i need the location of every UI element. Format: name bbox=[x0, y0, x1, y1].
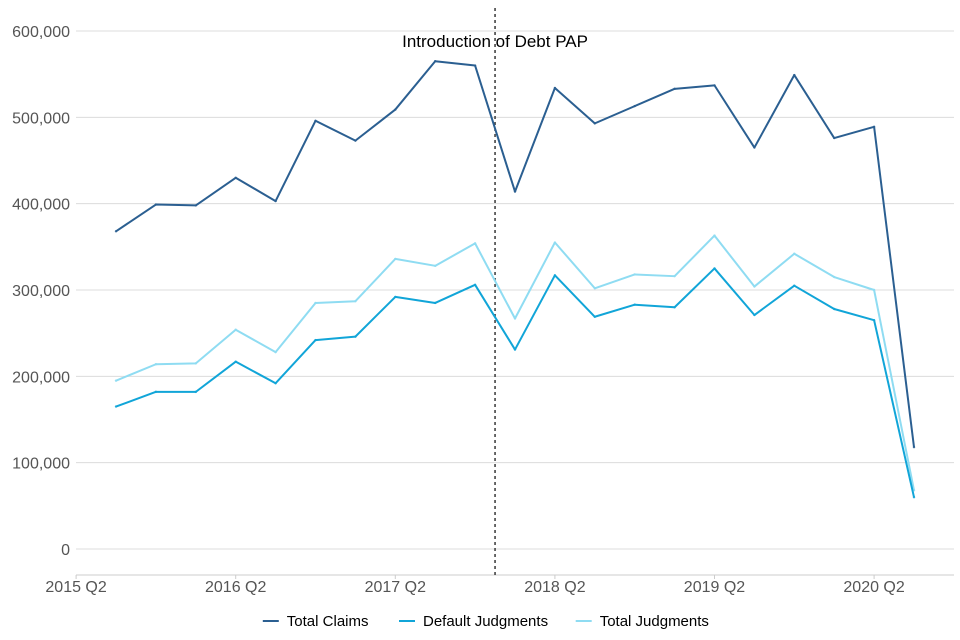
data-point-total-claims bbox=[833, 136, 836, 140]
data-point-default-judgments bbox=[274, 382, 277, 385]
data-point-default-judgments bbox=[513, 348, 517, 351]
legend-label-total-claims: Total Claims bbox=[287, 613, 369, 630]
x-axis: 2015 Q2 2016 Q2 2017 Q2 2018 Q2 2019 Q2 2020 … bbox=[45, 574, 954, 596]
data-point-total-claims bbox=[553, 86, 557, 90]
data-point-default-judgments bbox=[673, 306, 676, 309]
data-point-total-judgments bbox=[434, 264, 437, 268]
y-axis: 0 100,000 200,000 300,000 400,000 500,000 600,… bbox=[12, 24, 70, 559]
data-point-total-judgments bbox=[473, 242, 477, 245]
data-point-default-judgments bbox=[753, 313, 756, 317]
data-point-total-claims bbox=[354, 139, 357, 142]
data-point-total-claims bbox=[473, 64, 477, 67]
data-point-default-judgments bbox=[633, 303, 636, 306]
data-point-default-judgments bbox=[234, 360, 237, 363]
data-point-total-judgments bbox=[274, 350, 277, 354]
series-line-total-judgments bbox=[115, 234, 915, 491]
annotation-group: Introduction of Debt PAP bbox=[402, 8, 588, 575]
data-point-total-claims bbox=[872, 125, 876, 129]
data-point-total-claims bbox=[114, 230, 118, 233]
y-tick-label-500000: 500,000 bbox=[12, 110, 70, 127]
data-point-total-judgments bbox=[593, 287, 596, 290]
data-point-total-claims bbox=[513, 190, 517, 193]
legend: Total Claims Default Judgments Total Judgm… bbox=[262, 613, 709, 630]
x-tick-label-2019-Q2: 2019 Q2 bbox=[684, 579, 745, 596]
data-point-total-judgments bbox=[793, 252, 796, 255]
data-point-default-judgments bbox=[593, 315, 596, 318]
legend-label-total-judgments: Total Judgments bbox=[600, 613, 709, 630]
data-point-total-judgments bbox=[713, 234, 716, 237]
legend-label-default-judgments: Default Judgments bbox=[423, 613, 548, 630]
x-tick-label-2016-Q2: 2016 Q2 bbox=[205, 579, 266, 596]
data-point-default-judgments bbox=[553, 274, 557, 277]
data-point-default-judgments bbox=[114, 405, 118, 408]
data-point-default-judgments bbox=[154, 390, 158, 394]
data-point-total-judgments bbox=[234, 328, 237, 331]
x-tick-label-2018-Q2: 2018 Q2 bbox=[524, 579, 585, 596]
data-point-total-claims bbox=[593, 122, 596, 125]
y-tick-label-600000: 600,000 bbox=[12, 24, 70, 41]
data-point-total-judgments bbox=[633, 273, 636, 276]
data-point-total-judgments bbox=[154, 363, 158, 366]
data-point-total-judgments bbox=[394, 257, 397, 261]
data-point-default-judgments bbox=[912, 496, 916, 499]
y-tick-label-400000: 400,000 bbox=[12, 197, 70, 214]
data-point-default-judgments bbox=[434, 301, 437, 305]
data-point-default-judgments bbox=[354, 335, 357, 338]
y-tick-label-0: 0 bbox=[61, 542, 70, 559]
data-point-total-claims bbox=[234, 176, 237, 179]
data-point-total-judgments bbox=[833, 275, 836, 279]
data-point-default-judgments bbox=[314, 338, 317, 342]
y-tick-label-200000: 200,000 bbox=[12, 369, 70, 386]
data-point-total-judgments bbox=[114, 379, 118, 382]
data-point-default-judgments bbox=[713, 267, 716, 270]
data-point-total-claims bbox=[274, 199, 277, 203]
data-point-total-claims bbox=[713, 84, 716, 87]
data-point-total-claims bbox=[753, 146, 756, 149]
data-point-total-claims bbox=[633, 104, 636, 108]
data-point-default-judgments bbox=[473, 283, 477, 287]
data-point-total-judgments bbox=[673, 274, 676, 278]
data-point-default-judgments bbox=[194, 390, 197, 394]
data-point-total-claims bbox=[434, 60, 437, 63]
debt-pap-annotation: Introduction of Debt PAP bbox=[402, 32, 588, 51]
series-lines bbox=[114, 60, 916, 499]
data-point-total-claims bbox=[154, 203, 158, 206]
y-tick-label-300000: 300,000 bbox=[12, 283, 70, 300]
data-point-total-claims bbox=[912, 445, 916, 449]
data-point-default-judgments bbox=[872, 319, 876, 322]
gridlines bbox=[76, 30, 954, 550]
data-point-total-judgments bbox=[753, 285, 756, 288]
data-point-total-judgments bbox=[872, 288, 876, 292]
data-point-total-judgments bbox=[513, 317, 517, 320]
x-tick-label-2020-Q2: 2020 Q2 bbox=[843, 579, 904, 596]
data-point-total-claims bbox=[314, 119, 317, 122]
data-point-default-judgments bbox=[793, 284, 796, 287]
y-tick-label-100000: 100,000 bbox=[12, 456, 70, 473]
data-point-total-judgments bbox=[354, 300, 357, 303]
x-tick-label-2015-Q2: 2015 Q2 bbox=[45, 579, 106, 596]
data-point-total-claims bbox=[673, 87, 676, 91]
data-point-total-judgments bbox=[553, 241, 557, 244]
data-point-default-judgments bbox=[394, 295, 397, 299]
data-point-total-claims bbox=[194, 204, 197, 207]
data-point-total-judgments bbox=[194, 362, 197, 365]
x-tick-label-2017-Q2: 2017 Q2 bbox=[365, 579, 426, 596]
data-point-total-claims bbox=[394, 108, 397, 111]
data-point-total-judgments bbox=[314, 301, 317, 305]
data-point-total-claims bbox=[793, 73, 796, 77]
data-point-default-judgments bbox=[833, 307, 836, 311]
